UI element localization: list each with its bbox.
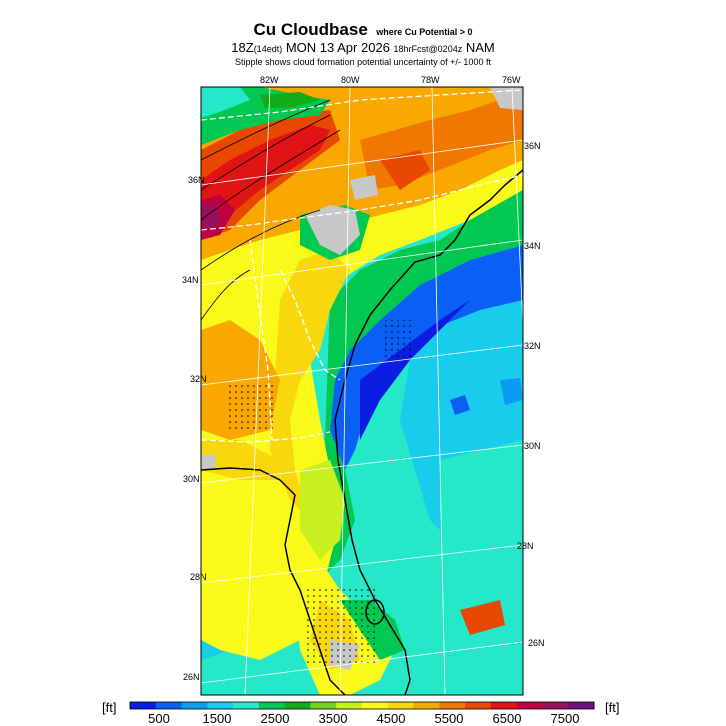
lon-label-76w: 76W	[502, 75, 521, 85]
colorbar-swatch	[387, 702, 415, 709]
low-cloudbase-coastal-band	[330, 245, 523, 470]
colorbar-tick-label: 2500	[260, 711, 290, 726]
colorbar-swatch	[130, 702, 157, 709]
ridge-purple	[201, 205, 222, 232]
lat-label-right-26n: 26N	[528, 638, 545, 648]
ocean-low-patch	[450, 395, 470, 415]
gulf-coastline	[201, 467, 346, 695]
colorbar-swatch	[465, 702, 492, 709]
local-time: (14edt)	[253, 44, 283, 54]
grid-lat	[201, 139, 523, 186]
ocean-blue-patch	[500, 378, 523, 405]
lat-label-right-32n: 32N	[524, 341, 541, 351]
inland-yellow-orange	[270, 250, 350, 520]
lon-label-80w: 80W	[341, 75, 360, 85]
lat-label-left-28n: 28N	[190, 572, 207, 582]
colorbar-swatch	[258, 702, 286, 709]
lon-label-82w: 82W	[260, 75, 279, 85]
title-main: Cu Cloudbase	[253, 20, 368, 39]
ga-fl-border	[201, 431, 331, 443]
colorbar-swatch	[568, 702, 595, 709]
title-qualifier: where Cu Potential > 0	[376, 27, 473, 37]
colorbar-swatch	[439, 702, 466, 709]
lat-label-right-36n: 36N	[524, 141, 541, 151]
lake-okeechobee	[365, 599, 385, 625]
grid-lat	[201, 344, 523, 386]
contour-line	[201, 209, 321, 271]
map-frame	[200, 86, 524, 696]
chart-title: Cu Cloudbase where Cu Potential > 0	[0, 20, 726, 40]
colorbar-swatch	[490, 702, 518, 709]
lat-label-left-36n: 36N	[188, 175, 205, 185]
colorbar-swatch	[284, 702, 311, 709]
valid-date: MON 13 Apr 2026	[285, 40, 390, 55]
lowest-cloudbase-band	[360, 300, 470, 440]
northwest-dark-green	[260, 92, 320, 108]
grid-lat	[201, 544, 523, 584]
colorbar-tick-label: 3500	[318, 711, 348, 726]
model-name: NAM	[465, 40, 495, 55]
lat-label-left-30n: 30N	[183, 474, 200, 484]
no-cumulus-gray-2	[350, 175, 378, 200]
colorbar-frame	[129, 701, 595, 710]
colorbar-swatch	[516, 702, 543, 709]
valid-time-line: 18Z(14edt) MON 13 Apr 2026 18hrFcst@0204…	[0, 40, 726, 55]
lat-label-right-28n: 28N	[517, 541, 534, 551]
nc-sc-border	[201, 174, 523, 231]
colorbar-swatch	[155, 702, 183, 709]
colorbar-swatch	[310, 702, 337, 709]
colorbar-swatch	[542, 702, 569, 709]
no-cumulus-gray-3	[490, 87, 523, 110]
ocean-green-band	[440, 440, 523, 640]
north-florida-green	[300, 460, 345, 560]
colorbar-swatch	[233, 702, 260, 709]
grid-lon	[431, 87, 446, 695]
georgia-interior	[201, 150, 523, 660]
colorbar-tick-label: 6500	[492, 711, 522, 726]
stipple-coast	[385, 320, 415, 360]
colorbar-unit-right: [ft]	[605, 700, 620, 715]
valid-time: 18Z	[231, 40, 254, 55]
forecast-info: 18hrFcst@0204z	[393, 44, 463, 54]
northwest-cyan	[201, 87, 250, 118]
stipple-alabama	[225, 385, 275, 430]
colorbar-tick-label: 500	[148, 711, 170, 726]
grid-lat	[201, 444, 523, 484]
grid-lon	[511, 87, 523, 335]
al-ga-border	[249, 239, 273, 441]
lat-label-left-32n: 32N	[190, 374, 207, 384]
piedmont-dark-orange	[380, 150, 430, 190]
colorbar-swatch	[207, 702, 234, 709]
colorbar-unit-left: [ft]	[102, 700, 117, 715]
lat-label-right-30n: 30N	[524, 441, 541, 451]
appalachian-ridge	[201, 125, 330, 235]
lat-label-right-34n: 34N	[524, 241, 541, 251]
grid-lon	[244, 87, 271, 695]
coastal-fringe	[320, 190, 523, 580]
lat-label-left-34n: 34N	[182, 275, 199, 285]
colorbar-tick-label: 1500	[202, 711, 232, 726]
colorbar-tick-label: 4500	[376, 711, 406, 726]
ga-sc-border	[279, 269, 341, 381]
grid-lon	[339, 87, 351, 695]
colorbar-tick-label: 7500	[550, 711, 580, 726]
colorbar-swatch	[336, 702, 363, 709]
lon-label-78w: 78W	[421, 75, 440, 85]
colorbar-tick-label: 5500	[434, 711, 464, 726]
offshore-red	[460, 600, 505, 635]
contour-line	[201, 114, 331, 191]
grid-lat	[201, 641, 523, 684]
no-cumulus-gray-5	[202, 455, 215, 470]
stipple-note: Stipple shows cloud formation potential …	[235, 57, 491, 67]
stipple-florida	[305, 585, 375, 665]
grid-lat	[201, 239, 523, 286]
colorbar-swatch	[362, 702, 389, 709]
colorbar-swatch	[181, 702, 208, 709]
contour-line	[201, 269, 251, 321]
no-cumulus-gray	[305, 205, 360, 255]
colorbar	[129, 701, 595, 710]
lat-label-left-26n: 26N	[183, 672, 200, 682]
colorbar-swatch	[413, 702, 440, 709]
